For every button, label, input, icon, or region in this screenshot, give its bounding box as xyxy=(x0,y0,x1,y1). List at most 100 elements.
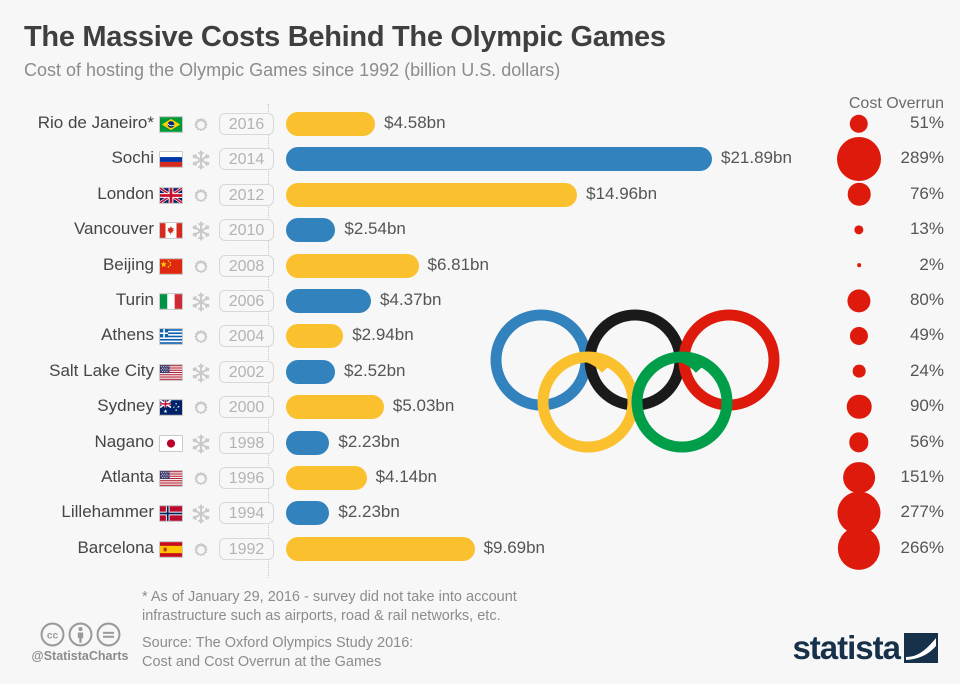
city-label: Rio de Janeiro* xyxy=(37,113,154,132)
chart-row: Salt Lake City 2002 $2.52bn 24% xyxy=(0,354,960,389)
overrun-percent-label: 151% xyxy=(900,466,944,486)
page-title: The Massive Costs Behind The Olympic Gam… xyxy=(24,21,666,53)
overrun-bubble xyxy=(843,461,875,494)
cost-value-label: $2.54bn xyxy=(344,219,406,239)
snowflake-icon xyxy=(190,433,212,455)
year-badge: 1998 xyxy=(219,431,274,454)
overrun-percent-label: 56% xyxy=(909,431,944,451)
flag-brazil-icon xyxy=(159,116,183,133)
flag-norway-icon xyxy=(159,505,183,523)
chart-row: London 2012 $14.96bn 76% xyxy=(0,177,960,212)
flag-australia-icon xyxy=(159,399,183,417)
overrun-bubble-cell xyxy=(836,212,882,247)
overrun-bubble-cell xyxy=(836,491,882,535)
cost-bar xyxy=(286,112,376,136)
attribution-icon xyxy=(68,622,92,647)
overrun-bubble xyxy=(849,114,869,133)
overrun-percent-label: 80% xyxy=(909,289,944,309)
city-label: Vancouver xyxy=(73,219,154,239)
cost-value-label: $2.52bn xyxy=(344,360,406,380)
overrun-bubble xyxy=(837,527,881,570)
snowflake-icon xyxy=(190,291,212,313)
overrun-percent-label: 266% xyxy=(900,537,944,557)
sun-icon xyxy=(190,326,212,348)
overrun-percent-label: 51% xyxy=(909,113,944,132)
overrun-bubble-cell xyxy=(836,354,882,389)
overrun-percent-label: 24% xyxy=(909,360,944,380)
svg-text:cc: cc xyxy=(46,630,58,641)
statista-handle: @StatistaCharts xyxy=(31,649,129,663)
chart-row: Sochi 2014 $21.89bn 289% xyxy=(0,137,960,182)
cost-value-label: $14.96bn xyxy=(586,183,658,203)
chart-row: Vancouver 2010 $2.54bn 13% xyxy=(0,212,960,247)
overrun-column-header: Cost Overrun xyxy=(848,95,944,112)
year-badge: 2000 xyxy=(219,396,274,419)
cost-value-label: $6.81bn xyxy=(427,254,489,274)
overrun-bubble xyxy=(852,365,866,378)
cost-bar xyxy=(286,465,367,490)
cost-value-label: $4.14bn xyxy=(375,466,438,486)
city-label: Turin xyxy=(115,289,154,309)
overrun-bubble xyxy=(857,263,861,268)
flag-russia-icon xyxy=(159,151,183,169)
snowflake-icon xyxy=(190,362,212,384)
cost-value-label: $21.89bn xyxy=(721,148,792,168)
snowflake-icon xyxy=(190,503,212,525)
sun-icon xyxy=(190,185,212,207)
creative-commons-credit: cc @StatistaCharts xyxy=(22,622,138,663)
year-badge: 2016 xyxy=(219,113,274,135)
cost-bar xyxy=(286,359,336,384)
chart-row: Rio de Janeiro* 2016 $4.58bn 51% xyxy=(0,106,960,141)
cost-value-label: $2.94bn xyxy=(352,325,414,345)
city-label: Lillehammer xyxy=(61,502,154,522)
cost-value-label: $2.23bn xyxy=(338,502,400,522)
overrun-percent-label: 289% xyxy=(900,148,944,168)
statista-logo: statista xyxy=(792,631,938,664)
year-badge: 2002 xyxy=(219,360,274,383)
flag-china-icon xyxy=(159,257,183,275)
flag-uk-icon xyxy=(159,186,183,204)
cost-bar xyxy=(286,324,344,349)
year-badge: 1994 xyxy=(219,502,274,525)
city-label: London xyxy=(97,183,154,203)
overrun-bubble xyxy=(849,432,869,452)
city-label: Nagano xyxy=(94,431,154,451)
cost-value-label: $2.23bn xyxy=(338,431,400,451)
overrun-bubble xyxy=(849,326,869,346)
year-badge: 2012 xyxy=(219,183,274,206)
chart-row: Athens 2004 $2.94bn 49% xyxy=(0,318,960,353)
year-badge: 1992 xyxy=(219,537,274,560)
city-label: Barcelona xyxy=(77,537,154,557)
overrun-percent-label: 277% xyxy=(900,502,944,522)
overrun-bubble-cell xyxy=(836,177,882,212)
overrun-bubble-cell xyxy=(836,389,882,424)
cost-bar xyxy=(286,536,475,561)
flag-usa-icon xyxy=(159,469,183,487)
chart-row: Nagano 1998 $2.23bn 56% xyxy=(0,425,960,460)
overrun-bubble-cell xyxy=(836,283,882,318)
cost-value-label: $5.03bn xyxy=(392,396,455,416)
cost-bar xyxy=(286,395,384,420)
overrun-bubble xyxy=(837,137,881,182)
year-badge: 2010 xyxy=(219,219,274,242)
city-label: Beijing xyxy=(102,254,154,274)
year-badge: 2006 xyxy=(219,289,274,312)
city-label: Sydney xyxy=(97,396,154,416)
flag-japan-icon xyxy=(159,434,183,452)
snowflake-icon xyxy=(190,149,212,171)
page-subtitle: Cost of hosting the Olympic Games since … xyxy=(24,59,561,80)
city-label: Sochi xyxy=(111,148,154,168)
year-badge: 2008 xyxy=(219,254,274,277)
footnote: * As of January 29, 2016 - survey did no… xyxy=(142,589,517,624)
sun-icon xyxy=(190,256,212,278)
sun-icon xyxy=(190,539,212,561)
overrun-percent-label: 2% xyxy=(919,254,944,274)
flag-italy-icon xyxy=(159,292,183,310)
overrun-percent-label: 90% xyxy=(909,396,944,416)
sun-icon xyxy=(190,397,212,419)
no-derivatives-icon xyxy=(96,622,120,647)
year-badge: 2004 xyxy=(219,325,274,348)
cost-bar xyxy=(286,288,372,313)
chart-row: Sydney 2000 $5.03bn 90% xyxy=(0,389,960,424)
